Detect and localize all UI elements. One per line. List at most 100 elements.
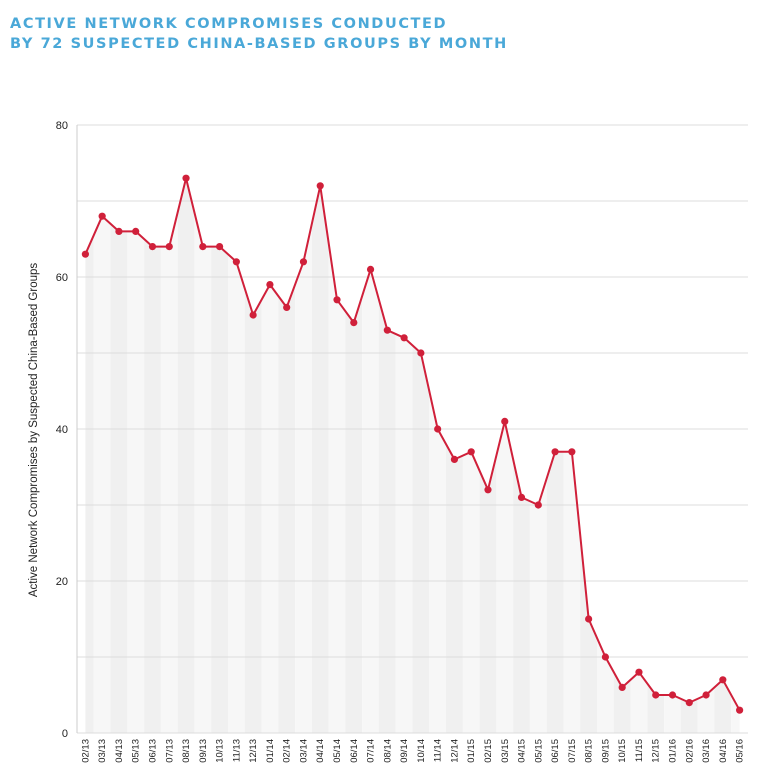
data-point-01-14 (266, 281, 274, 289)
x-tick-label-06-13: 06/13 (147, 739, 158, 763)
data-point-05-16 (736, 706, 744, 714)
data-point-06-14 (350, 319, 358, 327)
x-tick-label-06-15: 06/15 (550, 739, 561, 763)
x-tick-label-03-16: 03/16 (701, 739, 712, 763)
x-tick-label-04-13: 04/13 (114, 739, 125, 763)
x-tick-label-11-15: 11/15 (634, 739, 645, 762)
band-09-13 (194, 178, 212, 733)
x-tick-label-03-15: 03/15 (500, 739, 511, 763)
data-point-09-14 (400, 334, 408, 342)
band-02-13 (85, 178, 94, 733)
x-tick-label-02-15: 02/15 (483, 739, 494, 763)
data-point-03-14 (299, 258, 308, 266)
data-point-12-13 (249, 311, 257, 319)
x-tick-label-09-15: 09/15 (600, 739, 611, 763)
y-tick-label-40: 40 (56, 424, 68, 436)
data-point-11-13 (232, 258, 240, 266)
y-tick-label-80: 80 (56, 120, 68, 132)
data-point-03-13 (98, 212, 106, 220)
chart-title-line-1: ACTIVE NETWORK COMPROMISES CONDUCTED (10, 16, 448, 32)
y-tick-label-60: 60 (56, 272, 68, 284)
x-tick-label-09-14: 09/14 (399, 739, 410, 763)
data-point-04-15 (517, 493, 526, 501)
x-tick-label-04-14: 04/14 (315, 739, 326, 763)
x-tick-label-04-16: 04/16 (718, 739, 729, 763)
data-point-10-15 (618, 683, 626, 692)
data-point-05-14 (333, 296, 341, 304)
band-04-14 (311, 178, 329, 733)
x-tick-label-05-16: 05/16 (735, 739, 746, 763)
data-point-12-14 (450, 455, 459, 463)
band-06-13 (144, 178, 161, 733)
x-tick-label-05-15: 05/15 (533, 739, 544, 763)
x-tick-label-12-13: 12/13 (248, 739, 259, 763)
data-point-02-13 (81, 250, 89, 258)
data-point-01-15 (467, 448, 475, 456)
data-point-08-14 (383, 326, 391, 334)
band-12-13 (244, 178, 262, 733)
x-tick-label-10-14: 10/14 (416, 739, 427, 763)
x-tick-label-12-14: 12/14 (449, 739, 460, 763)
data-point-11-14 (434, 425, 442, 433)
data-point-12-15 (652, 691, 660, 699)
band-10-13 (211, 178, 228, 733)
band-11-13 (227, 178, 245, 733)
x-tick-label-08-13: 08/13 (181, 739, 192, 763)
x-tick-label-10-13: 10/13 (215, 739, 226, 763)
data-point-08-13 (182, 174, 190, 182)
band-07-14 (362, 178, 379, 733)
chart-title: ACTIVE NETWORK COMPROMISES CONDUCTED BY … (10, 14, 508, 54)
data-point-04-13 (115, 227, 123, 235)
x-tick-label-06-14: 06/14 (349, 739, 360, 763)
data-point-10-14 (417, 349, 425, 357)
data-point-07-15 (568, 448, 576, 456)
band-05-14 (328, 178, 346, 733)
data-point-02-15 (484, 486, 492, 494)
series-line (84, 177, 741, 711)
y-tick-label-20: 20 (56, 576, 68, 588)
x-tick-label-05-13: 05/13 (131, 739, 142, 763)
x-tick-label-12-15: 12/15 (651, 739, 662, 763)
chart-title-line-2: BY 72 SUSPECTED CHINA-BASED GROUPS BY MO… (10, 36, 508, 52)
data-point-04-16 (719, 676, 727, 684)
band-01-14 (261, 178, 279, 733)
x-tick-label-04-15: 04/15 (517, 739, 528, 763)
data-point-07-13 (165, 243, 173, 251)
band-03-13 (93, 178, 111, 733)
x-tick-label-07-15: 07/15 (567, 739, 578, 763)
band-08-13 (177, 178, 195, 733)
data-point-09-15 (601, 653, 610, 661)
x-tick-label-07-13: 07/13 (164, 739, 175, 763)
band-04-13 (110, 178, 128, 733)
x-tick-label-03-13: 03/13 (97, 739, 108, 763)
band-02-14 (278, 178, 296, 733)
x-tick-label-08-15: 08/15 (584, 739, 595, 763)
band-07-13 (160, 178, 178, 733)
data-point-06-15 (551, 448, 559, 456)
x-tick-label-07-14: 07/14 (366, 739, 377, 763)
data-point-11-15 (635, 668, 643, 676)
x-tick-label-02-13: 02/13 (80, 739, 91, 763)
x-tick-label-01-15: 01/15 (466, 739, 477, 763)
data-point-02-14 (283, 303, 291, 311)
x-tick-label-11-13: 11/13 (231, 739, 242, 762)
x-tick-label-10-15: 10/15 (617, 739, 628, 763)
band-03-14 (295, 178, 312, 733)
data-point-08-15 (585, 615, 593, 623)
x-tick-label-01-16: 01/16 (668, 739, 679, 763)
data-point-03-15 (501, 417, 509, 425)
x-tick-label-01-14: 01/14 (265, 739, 276, 763)
data-point-07-14 (366, 265, 375, 273)
data-point-06-13 (148, 243, 157, 251)
data-point-02-16 (685, 699, 693, 707)
x-tick-label-02-14: 02/14 (282, 739, 293, 763)
data-point-09-13 (199, 243, 207, 251)
data-point-03-16 (702, 691, 710, 699)
x-tick-label-08-14: 08/14 (382, 739, 393, 763)
data-point-04-14 (316, 182, 324, 190)
band-05-13 (127, 178, 145, 733)
x-tick-label-11-14: 11/14 (433, 739, 444, 762)
data-point-05-15 (534, 501, 542, 509)
data-point-01-16 (668, 691, 677, 699)
